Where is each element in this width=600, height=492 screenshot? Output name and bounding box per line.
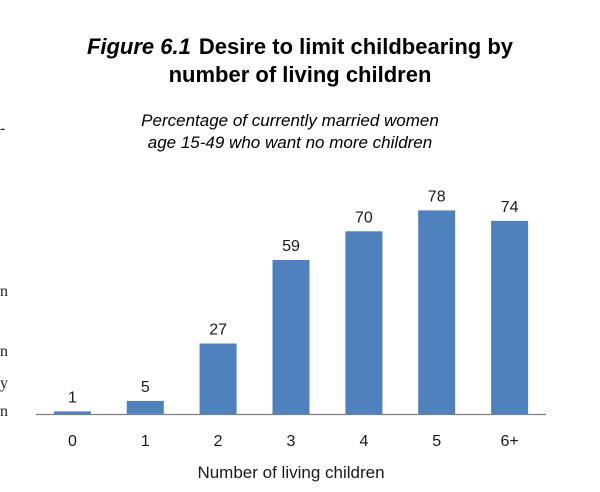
subtitle-line-2: age 15-49 who want no more children [147,133,433,152]
data-label-5: 78 [428,188,446,205]
data-label-0: 1 [68,389,77,406]
bar-0 [53,411,91,414]
chart-subtitle: Percentage of currently married women ag… [0,110,580,154]
bar-6+ [491,220,529,414]
x-tick-label-1: 1 [141,433,150,450]
figure-number: Figure 6.1 [86,34,191,59]
title-line-2: number of living children [168,62,432,87]
x-tick-label-0: 0 [68,433,77,450]
bar-4 [345,231,383,414]
margin-fragment: n [0,403,8,420]
bar-5 [418,210,456,414]
margin-fragment: n [0,283,8,300]
margin-fragment: y [0,375,8,392]
x-axis-title: Number of living children [197,463,384,482]
subtitle-line-1: Percentage of currently married women [141,111,439,130]
margin-fragment: - [0,120,6,137]
data-label-6+: 74 [501,199,519,216]
data-label-2: 27 [209,322,227,339]
x-tick-label-2: 2 [214,433,223,450]
data-label-3: 59 [282,238,300,255]
bar-2 [199,343,237,414]
x-tick-label-5: 5 [432,433,441,450]
x-tick-label-6+: 6+ [500,433,518,450]
bar-1 [126,400,164,414]
data-label-4: 70 [355,209,373,226]
data-label-1: 5 [141,379,150,396]
title-line-1: Desire to limit childbearing by [198,34,514,59]
margin-fragment: n [0,343,8,360]
chart-title: Figure 6.1 Desire to limit childbearing b… [0,33,600,89]
bar-3 [272,260,310,414]
x-tick-label-4: 4 [359,433,368,450]
x-tick-label-3: 3 [287,433,296,450]
